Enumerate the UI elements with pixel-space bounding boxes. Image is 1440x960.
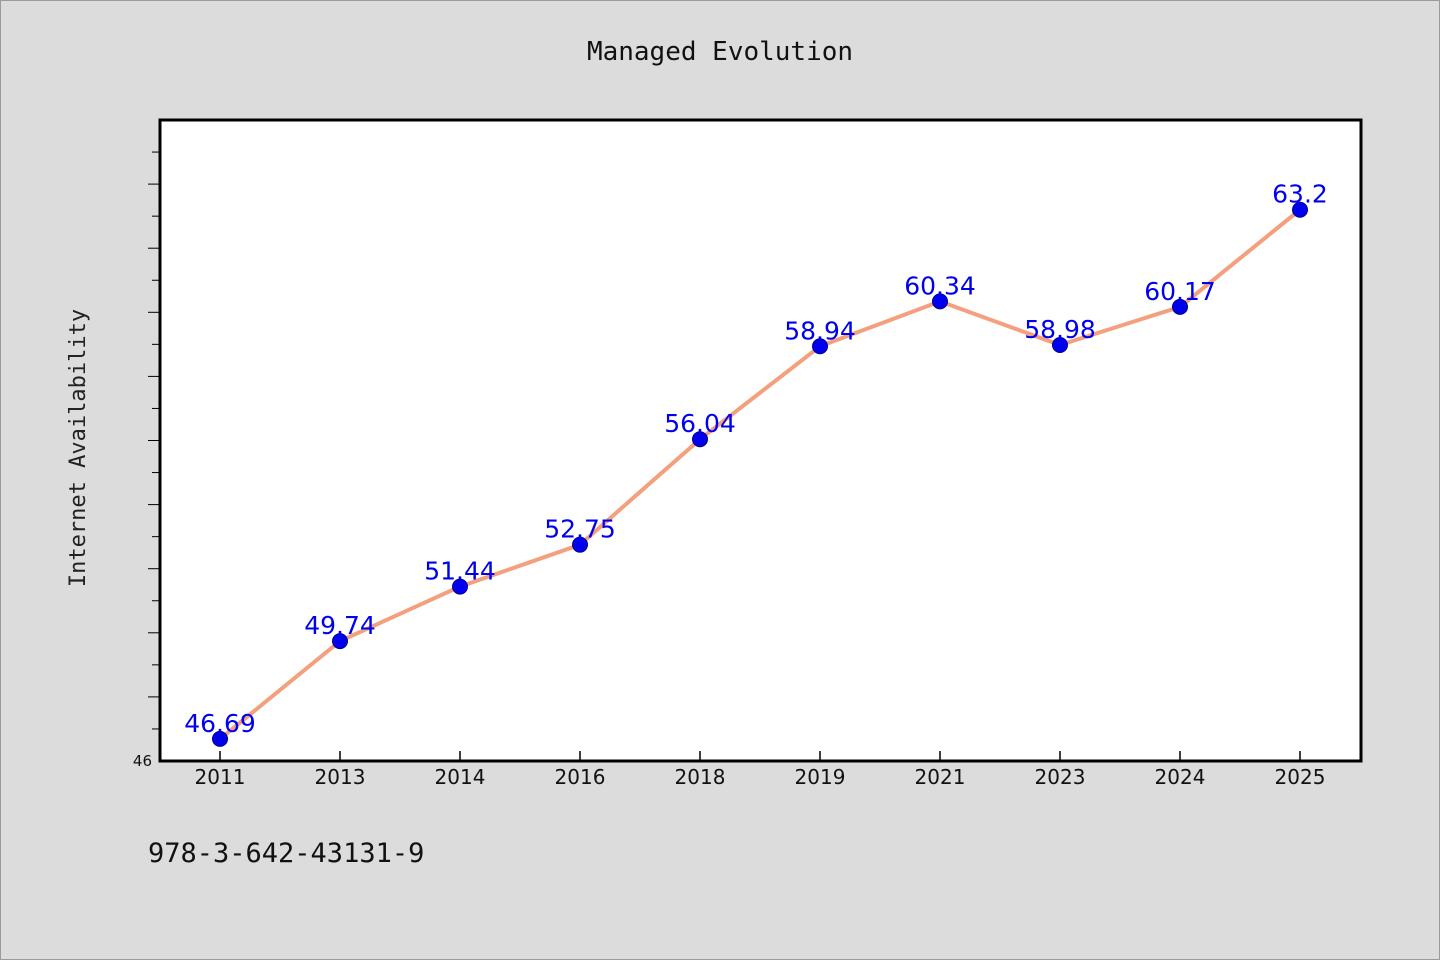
x-tick-label: 2021 bbox=[915, 765, 966, 789]
data-point bbox=[812, 338, 828, 355]
data-label: 49.74 bbox=[304, 611, 376, 640]
series-layer: 46.69 49.74 51.44 52.75 56.04 58.94 60.34 58.98… bbox=[184, 180, 1328, 747]
data-point bbox=[1292, 201, 1308, 218]
data-label: 56.04 bbox=[664, 409, 736, 438]
data-label: 63.2 bbox=[1272, 180, 1328, 209]
data-point bbox=[212, 730, 228, 747]
x-tick-label: 2014 bbox=[435, 765, 486, 789]
data-label: 58.98 bbox=[1024, 315, 1096, 344]
data-label: 46.69 bbox=[184, 709, 256, 738]
data-point bbox=[572, 536, 588, 553]
x-tick-label: 2016 bbox=[555, 765, 606, 789]
data-label: 58.94 bbox=[784, 316, 856, 345]
data-point bbox=[1172, 298, 1188, 315]
data-point bbox=[692, 431, 708, 448]
x-tick-label: 2013 bbox=[315, 765, 366, 789]
x-tick-label: 2011 bbox=[195, 765, 246, 789]
data-label: 51.44 bbox=[424, 557, 496, 586]
data-label: 52.75 bbox=[544, 515, 616, 544]
data-point bbox=[332, 633, 348, 650]
x-tick-label: 2024 bbox=[1155, 765, 1206, 789]
x-tick-label: 2019 bbox=[795, 765, 846, 789]
data-label: 60.17 bbox=[1144, 277, 1216, 306]
chart-title: Managed Evolution bbox=[587, 37, 853, 67]
data-point bbox=[1052, 336, 1068, 353]
y-axis-min-label: 46 bbox=[133, 752, 152, 770]
y-axis-label: Internet Availability bbox=[66, 309, 91, 587]
x-tick-label: 2025 bbox=[1275, 765, 1326, 789]
series-line bbox=[218, 208, 1302, 741]
x-axis-ticks: 2011 2013 2014 2016 2018 2019 2021 2023 2024 2025 bbox=[195, 751, 1326, 789]
y-axis-ticks bbox=[148, 151, 160, 730]
x-tick-label: 2023 bbox=[1035, 765, 1086, 789]
plot-area bbox=[158, 118, 1363, 763]
footnote-text: 978-3-642-43131-9 bbox=[148, 838, 424, 869]
data-point bbox=[452, 578, 468, 595]
data-label: 60.34 bbox=[904, 271, 976, 300]
data-point bbox=[932, 293, 948, 310]
x-tick-label: 2018 bbox=[675, 765, 726, 789]
